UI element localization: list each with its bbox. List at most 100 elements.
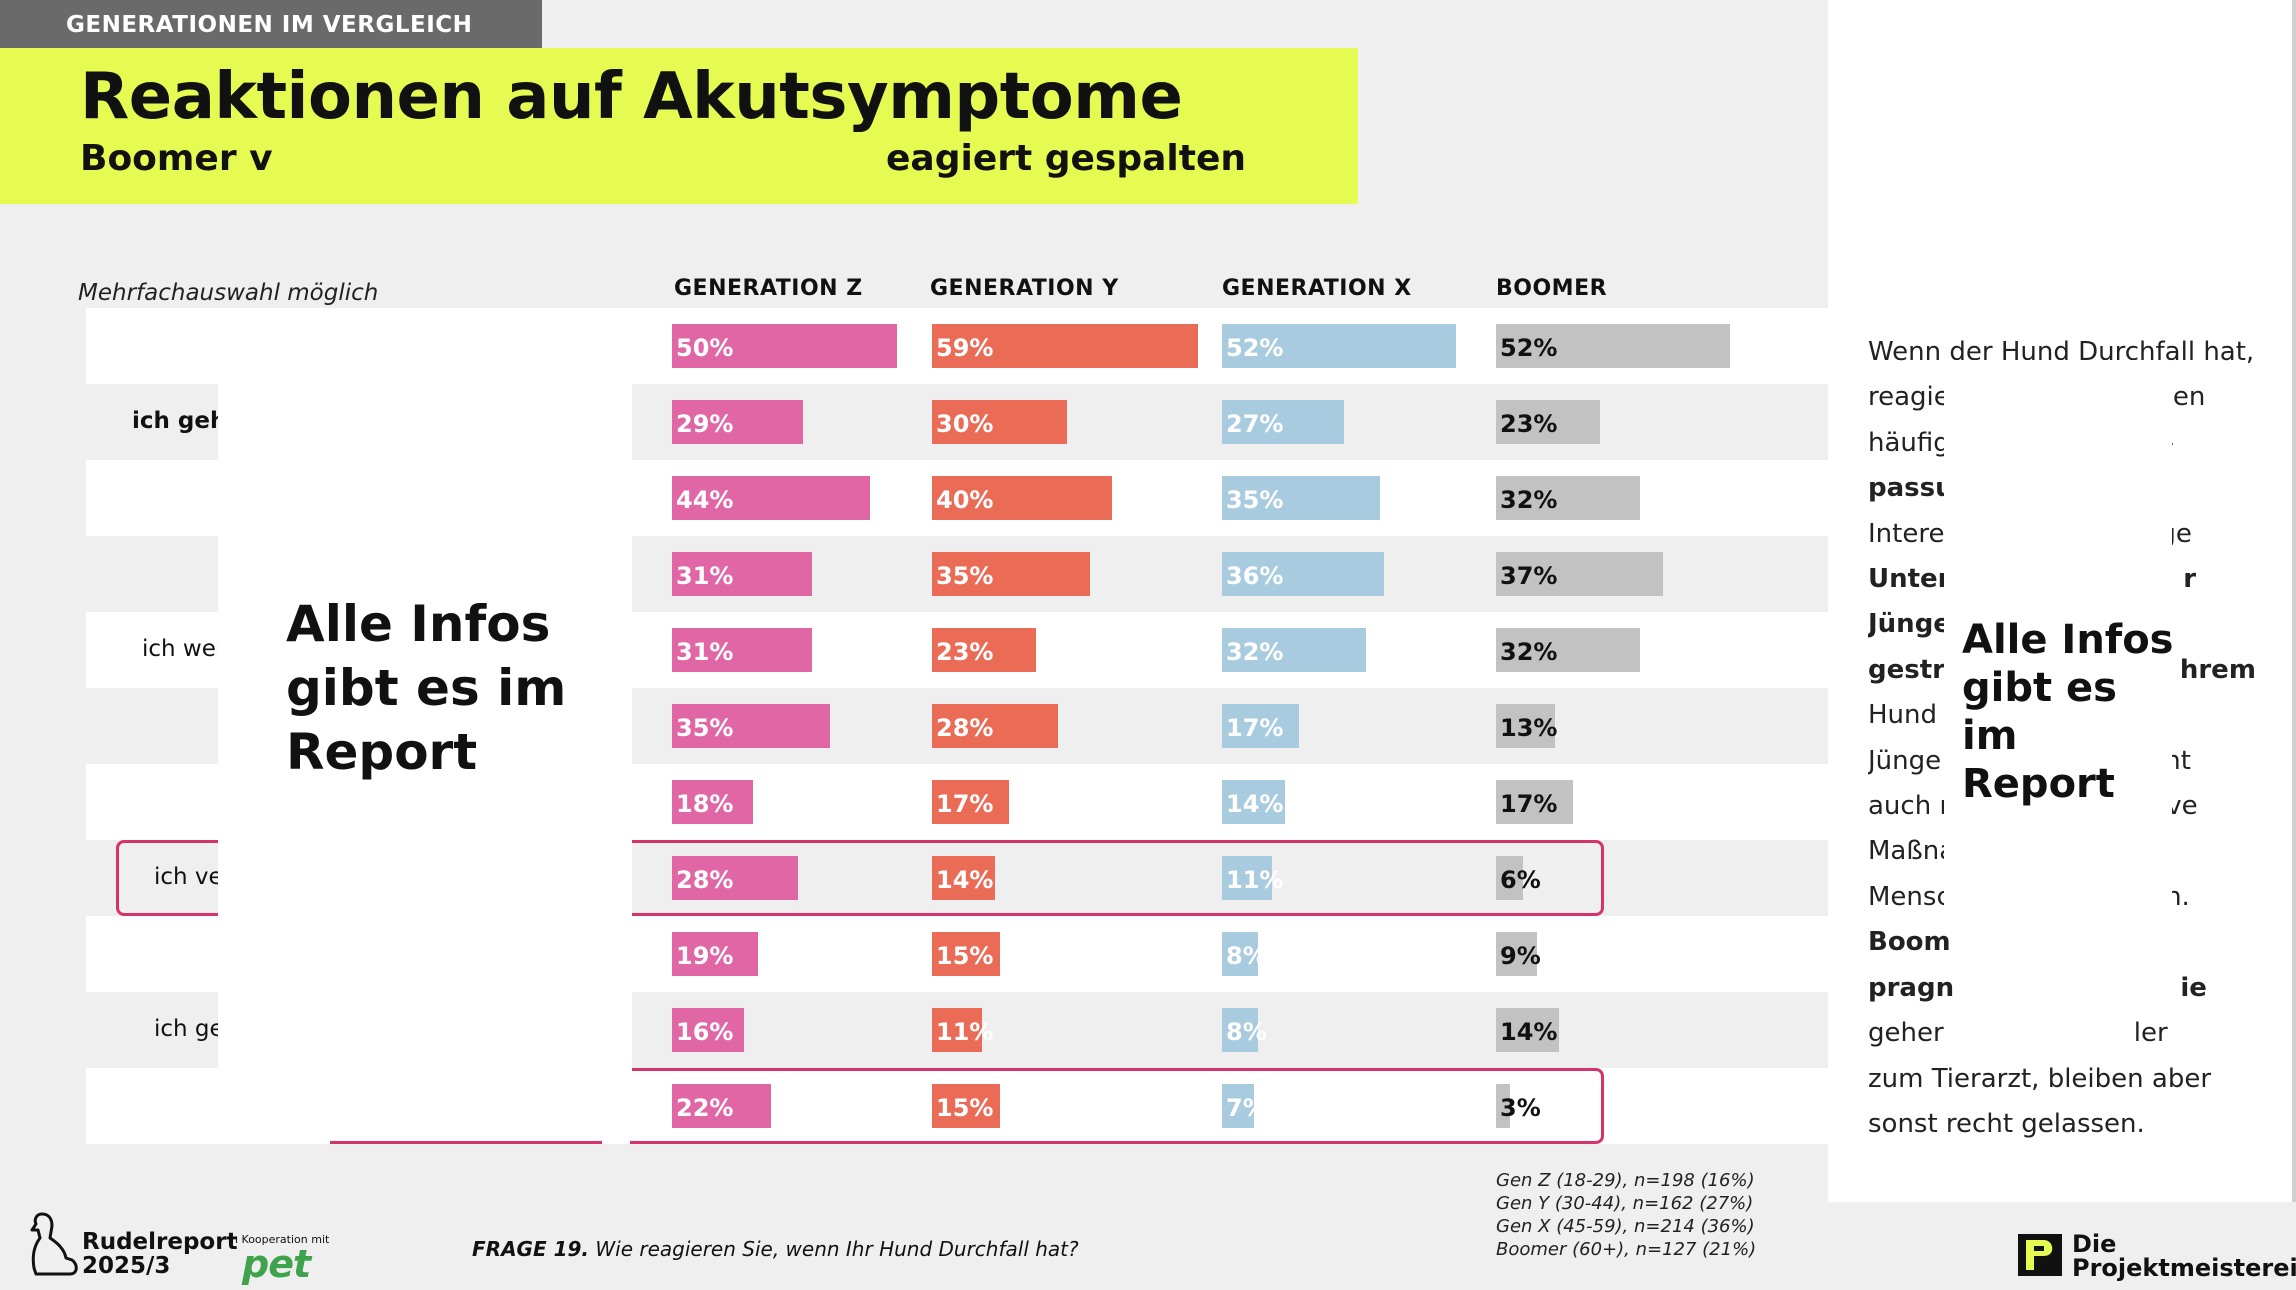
bar-generation-x: 8% bbox=[1222, 1008, 1267, 1052]
bar-generation-z: 16% bbox=[672, 1008, 744, 1052]
bar-value-label: 15% bbox=[936, 942, 994, 970]
bar-boomer: 3% bbox=[1496, 1084, 1541, 1128]
row-label: ich ge bbox=[154, 1016, 224, 1042]
bar-generation-z: 19% bbox=[672, 932, 758, 976]
row-label: ich geh bbox=[132, 408, 227, 434]
column-header: GENERATION X bbox=[1222, 276, 1412, 301]
rudelreport-logo: Rudelreport 2025/3 bbox=[82, 1230, 238, 1278]
bar-value-label: 28% bbox=[676, 866, 734, 894]
bar-value-label: 19% bbox=[676, 942, 734, 970]
bar-value-label: 3% bbox=[1500, 1094, 1541, 1122]
bar-value-label: 27% bbox=[1226, 410, 1284, 438]
bar-value-label: 17% bbox=[1500, 790, 1558, 818]
commentary-line: Maßna bbox=[1868, 836, 1956, 867]
bar-generation-z: 18% bbox=[672, 780, 753, 824]
logo-line2: 2025/3 bbox=[82, 1253, 171, 1279]
bar-value-label: 28% bbox=[936, 714, 994, 742]
sample-gen-x: Gen X (45-59), n=214 (36%) bbox=[1496, 1216, 1755, 1237]
bar-value-label: 9% bbox=[1500, 942, 1541, 970]
bar-value-label: 30% bbox=[936, 410, 994, 438]
bar-value-label: 35% bbox=[1226, 486, 1284, 514]
bar-value-label: 18% bbox=[676, 790, 734, 818]
bar-generation-z: 29% bbox=[672, 400, 803, 444]
pet-logo: pet bbox=[242, 1242, 311, 1286]
commentary-line: Boom bbox=[1868, 927, 1951, 958]
bar-generation-x: 14% bbox=[1222, 780, 1285, 824]
bar-boomer: 32% bbox=[1496, 476, 1640, 520]
bar-generation-y: 40% bbox=[932, 476, 1112, 520]
bar-generation-x: 17% bbox=[1222, 704, 1299, 748]
commentary-line: zum Tierarzt, bleiben aber bbox=[1868, 1063, 2212, 1094]
commentary-line: Jünge bbox=[1868, 609, 1951, 640]
question-body: Wie reagieren Sie, wenn Ihr Hund Durchfa… bbox=[595, 1237, 1079, 1261]
bar-value-label: 22% bbox=[676, 1094, 734, 1122]
bar-generation-x: 11% bbox=[1222, 856, 1283, 900]
bar-value-label: 14% bbox=[936, 866, 994, 894]
logo-line1: Rudelreport bbox=[82, 1229, 238, 1255]
bar-generation-x: 36% bbox=[1222, 552, 1384, 596]
report-overlay-left bbox=[218, 308, 632, 1132]
page-title: Reaktionen auf Akutsymptome bbox=[80, 60, 1183, 134]
bar-value-label: 37% bbox=[1500, 562, 1558, 590]
bar-value-label: 23% bbox=[1500, 410, 1558, 438]
question-number: FRAGE 19. bbox=[472, 1237, 590, 1261]
bar-generation-z: 44% bbox=[672, 476, 870, 520]
bar-generation-x: 35% bbox=[1222, 476, 1380, 520]
row-label: ich ve bbox=[154, 864, 223, 890]
sample-gen-z: Gen Z (18-29), n=198 (16%) bbox=[1496, 1170, 1755, 1191]
bar-generation-y: 23% bbox=[932, 628, 1036, 672]
bar-value-label: 16% bbox=[676, 1018, 734, 1046]
bar-generation-y: 17% bbox=[932, 780, 1009, 824]
bar-generation-y: 11% bbox=[932, 1008, 993, 1052]
report-overlay-left-text: Alle Infos gibt es im Report bbox=[286, 595, 567, 781]
bar-value-label: 32% bbox=[1500, 638, 1558, 666]
bar-value-label: 13% bbox=[1500, 714, 1558, 742]
subtitle-left: Boomer v bbox=[80, 138, 273, 179]
bar-value-label: 8% bbox=[1226, 942, 1267, 970]
bar-boomer: 37% bbox=[1496, 552, 1663, 596]
bar-generation-z: 22% bbox=[672, 1084, 771, 1128]
bar-value-label: 15% bbox=[936, 1094, 994, 1122]
highlight-box bbox=[116, 840, 1604, 916]
bar-value-label: 35% bbox=[936, 562, 994, 590]
bar-boomer: 6% bbox=[1496, 856, 1541, 900]
cooperation-label: in Kooperation mit bbox=[228, 1233, 330, 1246]
bar-value-label: 36% bbox=[1226, 562, 1284, 590]
bar-value-label: 31% bbox=[676, 562, 734, 590]
bar-value-label: 50% bbox=[676, 334, 734, 362]
subtitle-right: eagiert gespalten bbox=[886, 138, 1246, 179]
bar-boomer: 52% bbox=[1496, 324, 1730, 368]
bar-value-label: 14% bbox=[1500, 1018, 1558, 1046]
bar-generation-z: 31% bbox=[672, 628, 812, 672]
bar-generation-z: 28% bbox=[672, 856, 798, 900]
sample-boomer: Boomer (60+), n=127 (21%) bbox=[1496, 1239, 1757, 1260]
bar-value-label: 14% bbox=[1226, 790, 1284, 818]
bar-value-label: 6% bbox=[1500, 866, 1541, 894]
bar-value-label: 7% bbox=[1226, 1094, 1267, 1122]
dog-logo-icon bbox=[30, 1212, 78, 1276]
highlight-line bbox=[330, 1141, 602, 1144]
footer-right bbox=[1828, 1202, 2296, 1290]
highlight-box bbox=[630, 1068, 1604, 1144]
title-banner bbox=[0, 48, 1358, 204]
bar-generation-x: 32% bbox=[1222, 628, 1366, 672]
projektmeisterei-brand: Die Projektmeisterei bbox=[2072, 1232, 2296, 1280]
bar-value-label: 32% bbox=[1226, 638, 1284, 666]
report-overlay-right-text: Alle Infos gibt es im Report bbox=[1962, 617, 2174, 807]
bar-boomer: 14% bbox=[1496, 1008, 1559, 1052]
bar-generation-y: 30% bbox=[932, 400, 1067, 444]
bar-generation-y: 14% bbox=[932, 856, 995, 900]
bar-generation-z: 35% bbox=[672, 704, 830, 748]
slide-edge bbox=[2292, 0, 2296, 1290]
bar-value-label: 29% bbox=[676, 410, 734, 438]
bar-generation-y: 28% bbox=[932, 704, 1058, 748]
brand-line1: Die bbox=[2072, 1230, 2117, 1258]
bar-boomer: 32% bbox=[1496, 628, 1640, 672]
bar-value-label: 11% bbox=[1226, 866, 1284, 894]
commentary-line: passu bbox=[1868, 473, 1954, 504]
bar-boomer: 9% bbox=[1496, 932, 1541, 976]
bar-boomer: 17% bbox=[1496, 780, 1573, 824]
bar-boomer: 13% bbox=[1496, 704, 1558, 748]
section-tag-text: GENERATIONEN IM VERGLEICH bbox=[66, 12, 473, 38]
commentary-line: pragn ie bbox=[1868, 972, 2207, 1003]
